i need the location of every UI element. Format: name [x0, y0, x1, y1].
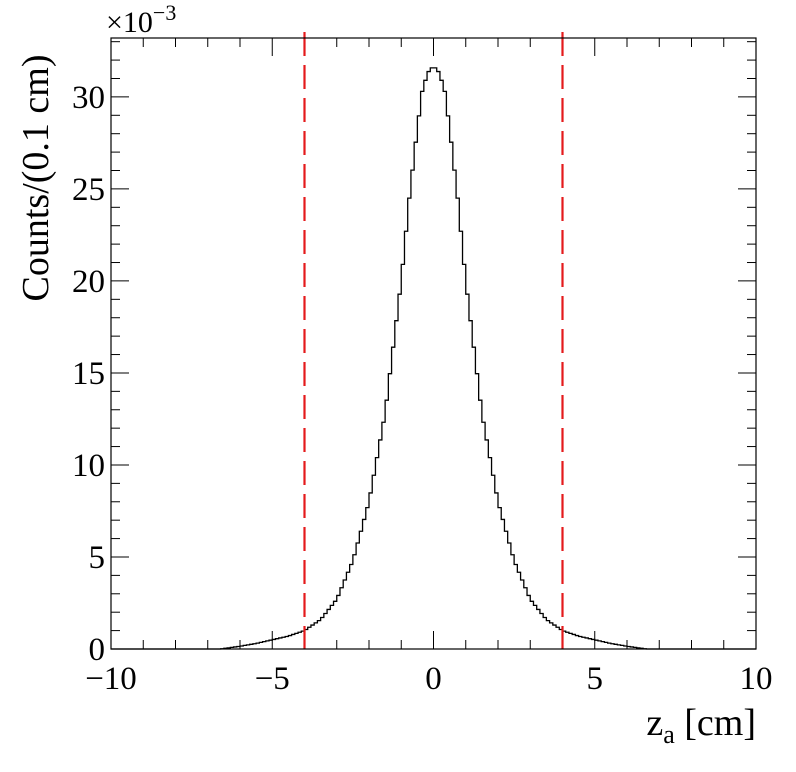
x-tick-label: −10	[85, 661, 137, 697]
plot-frame	[110, 37, 757, 650]
y-scale-label: ×10−3	[106, 0, 176, 39]
y-tick-label: 15	[72, 356, 105, 392]
y-tick-label: 25	[72, 172, 105, 208]
x-axis-title: za [cm]	[646, 702, 756, 749]
y-axis-title: Counts/(0.1 cm)	[15, 55, 57, 302]
histogram-line	[111, 67, 756, 650]
axis-ticks	[110, 38, 757, 650]
histogram-series	[111, 67, 756, 650]
reference-lines	[303, 32, 564, 649]
x-tick-label: 10	[740, 661, 773, 697]
y-tick-label: 20	[72, 264, 105, 300]
y-tick-label: 0	[89, 632, 106, 668]
tick-labels: −10 −5 0 5 10 0 5 10 15 20 25 30	[72, 80, 773, 697]
y-tick-label: 10	[72, 448, 105, 484]
y-tick-label: 5	[89, 540, 106, 576]
y-tick-label: 30	[72, 80, 105, 116]
x-tick-label: −5	[255, 661, 290, 697]
x-tick-label: 0	[425, 661, 442, 697]
x-tick-label: 5	[587, 661, 604, 697]
